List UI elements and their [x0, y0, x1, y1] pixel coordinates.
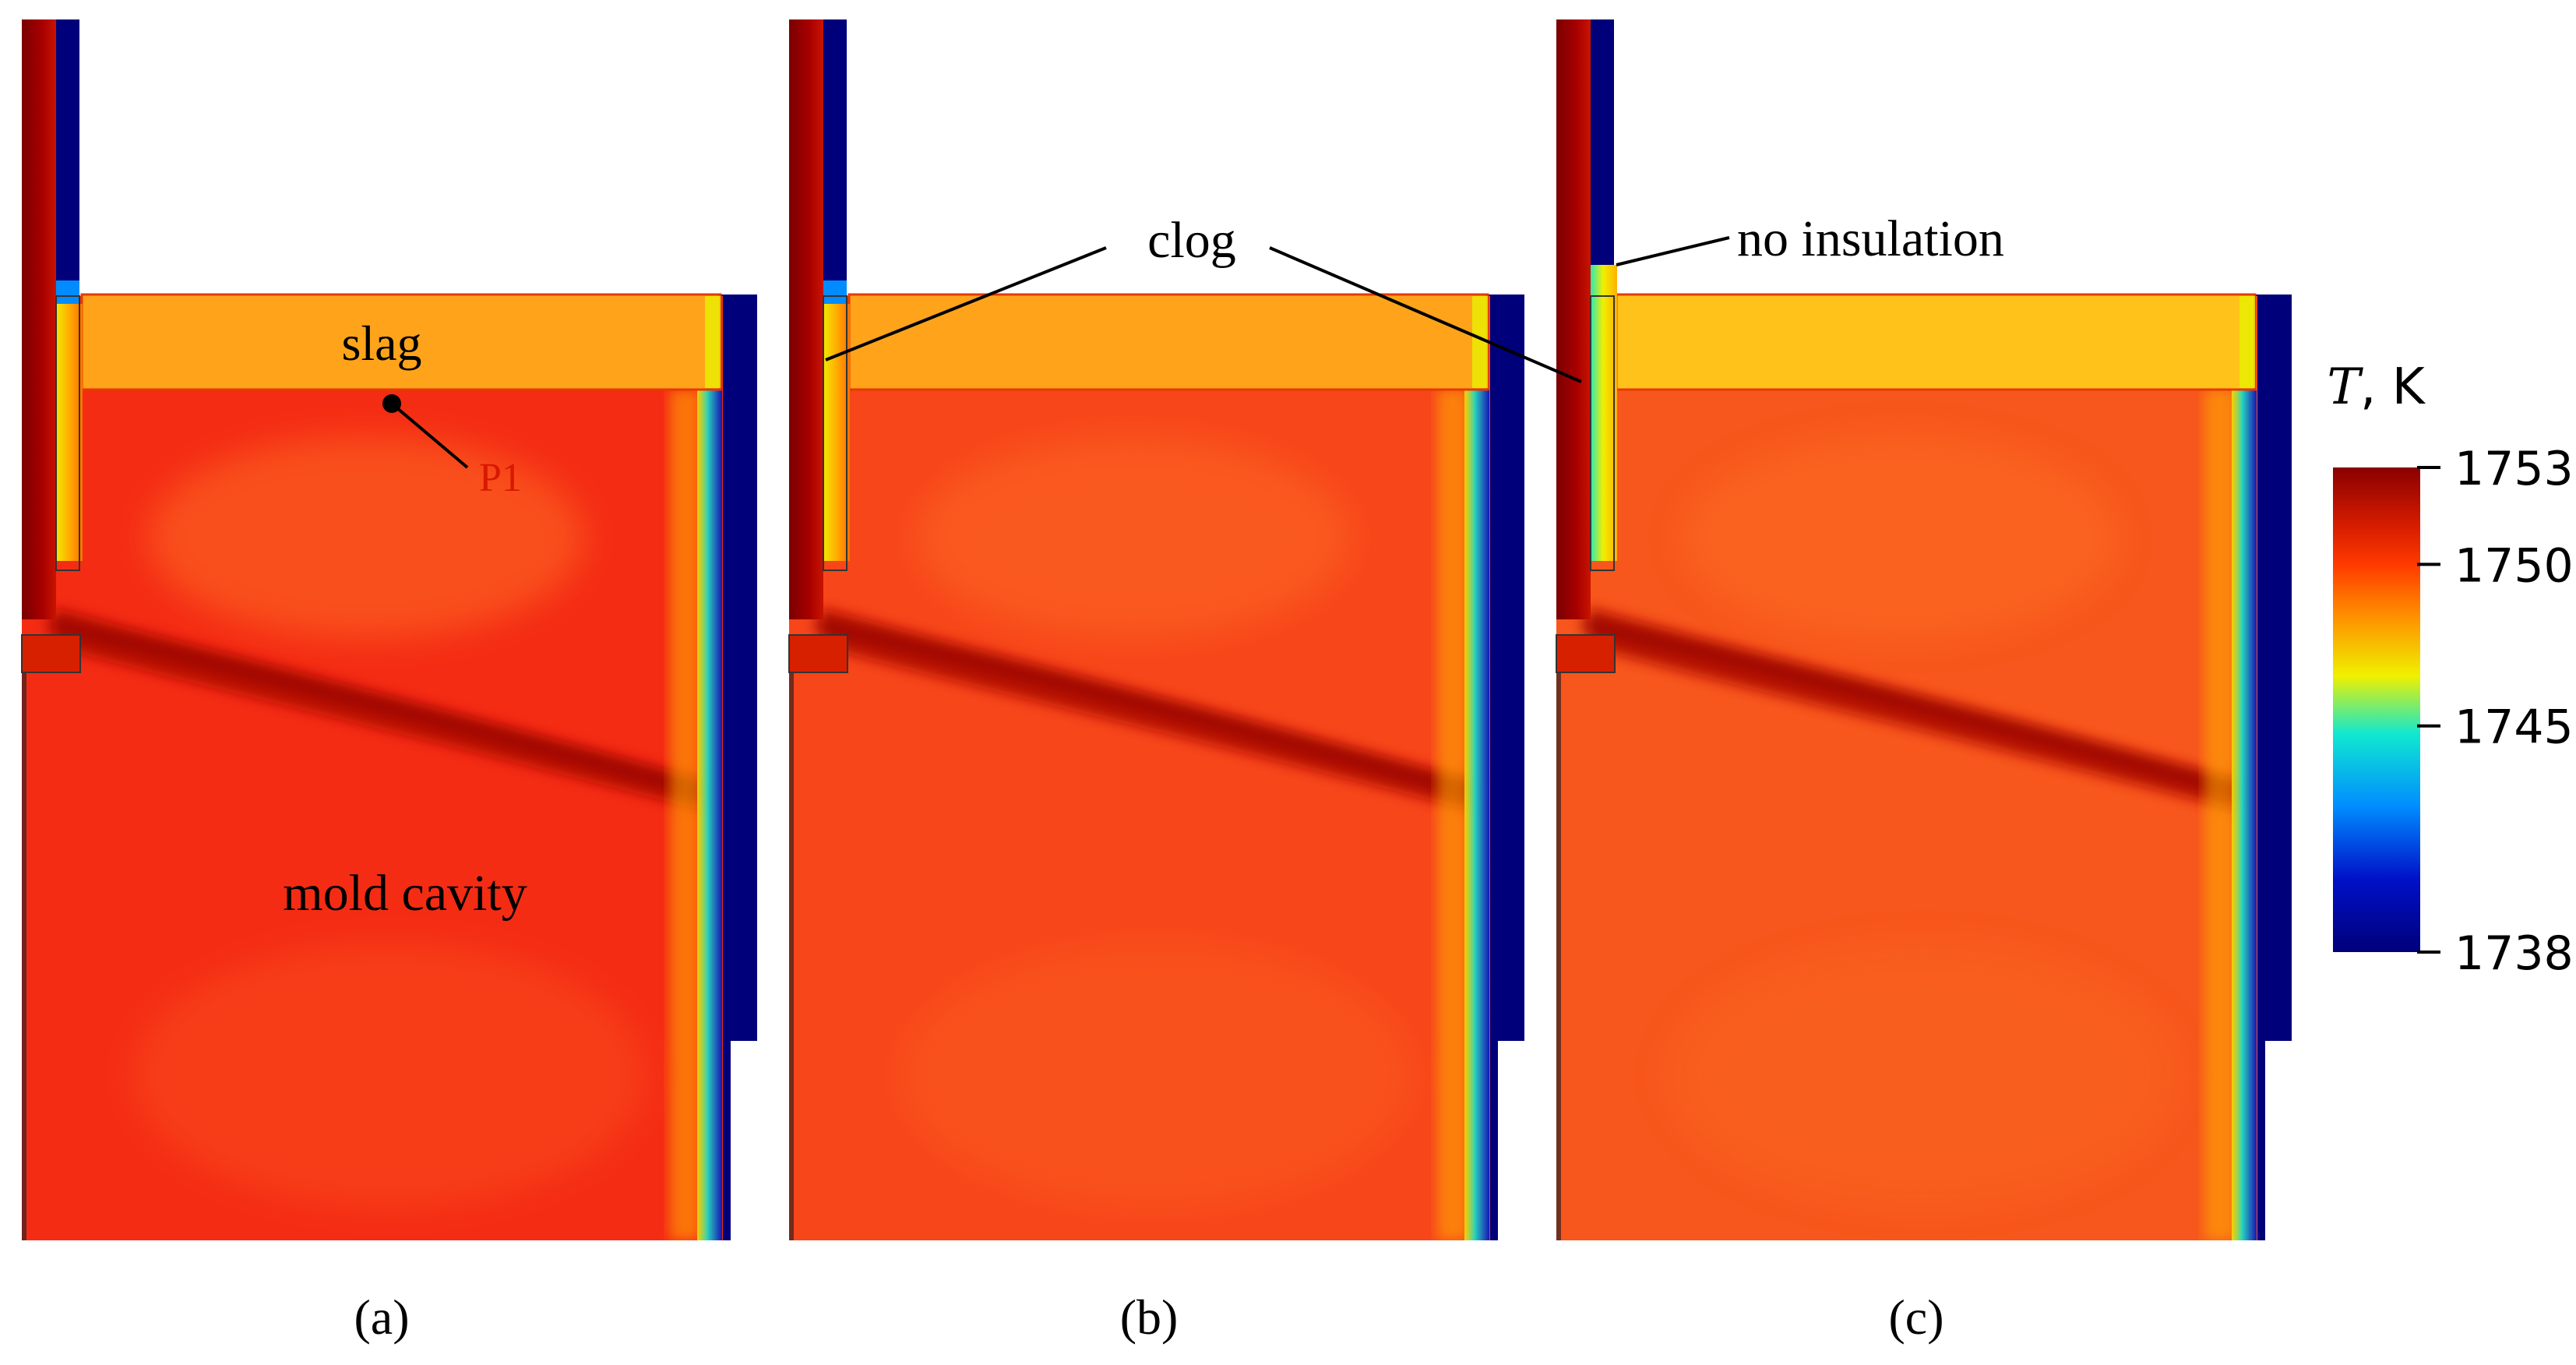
no-insulation-label: no insulation — [1737, 210, 2004, 267]
port-cell — [1556, 634, 1616, 673]
nozzle-wall — [823, 19, 847, 304]
clog-leader-b — [825, 246, 1107, 362]
nozzle-channel — [789, 19, 823, 619]
panel-caption-a: (a) — [354, 1289, 409, 1345]
colorbar-title: T, K — [2327, 358, 2426, 416]
mold-cavity-label: mold cavity — [283, 865, 527, 922]
slag-label: slag — [341, 316, 421, 371]
nozzle-wall — [1591, 19, 1614, 304]
mold-wall-upper — [2251, 295, 2292, 1041]
nozzle-channel — [1556, 19, 1591, 619]
wall-boundary-layer — [697, 390, 722, 1240]
mold-wall-upper — [717, 295, 757, 1041]
clog-region — [822, 304, 850, 561]
colorbar-gradient — [2333, 467, 2420, 952]
no-insulation-region — [1589, 265, 1617, 561]
wall-boundary-layer — [2232, 390, 2257, 1240]
shell-boundary — [789, 670, 794, 1240]
shell-boundary — [22, 670, 26, 1240]
colorbar-tick-label: 1745 — [2454, 700, 2574, 755]
shell-boundary — [1556, 670, 1561, 1240]
slag-layer — [1616, 295, 2255, 390]
nozzle-channel — [22, 19, 56, 619]
colorbar: T, K 1753 1750 1745 1738 — [2327, 358, 2573, 981]
port-cell — [21, 634, 81, 673]
mold-wall-upper — [1484, 295, 1524, 1041]
p1-label: P1 — [479, 456, 522, 500]
panel-b — [788, 19, 1524, 1240]
slag-layer — [82, 295, 721, 390]
colorbar-tick-label: 1753 — [2454, 442, 2574, 496]
panel-c — [1556, 19, 2292, 1240]
slag-layer — [849, 295, 1488, 390]
colorbar-tick-label: 1738 — [2454, 926, 2574, 981]
colorbar-tick-label: 1750 — [2454, 538, 2574, 593]
nozzle-wall — [56, 19, 79, 304]
clog-region — [55, 304, 83, 561]
panel-a — [21, 19, 757, 1240]
panel-caption-b: (b) — [1120, 1289, 1179, 1345]
panel-caption-c: (c) — [1888, 1289, 1943, 1345]
clog-label: clog — [1147, 212, 1236, 269]
no-insulation-leader — [1616, 236, 1730, 266]
wall-boundary-layer — [1464, 390, 1489, 1240]
clog-leader-c — [1269, 246, 1582, 383]
port-cell — [788, 634, 848, 673]
